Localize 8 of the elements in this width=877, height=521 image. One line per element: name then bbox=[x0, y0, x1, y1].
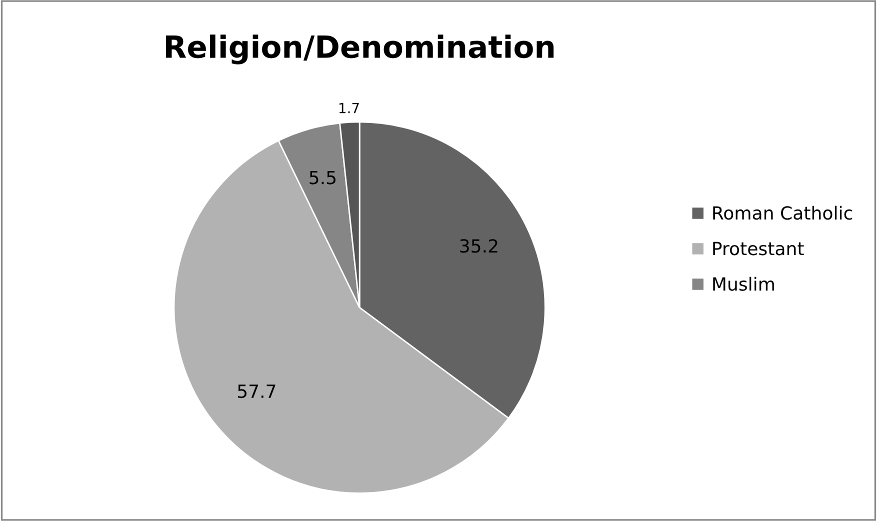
data-label: 35.2 bbox=[460, 239, 498, 253]
legend-label: Protestant bbox=[713, 242, 804, 256]
data-label: 5.5 bbox=[310, 170, 336, 184]
legend-label: Muslim bbox=[713, 276, 774, 291]
chart-title: Religion/Denomination bbox=[166, 34, 554, 64]
data-label: 57.7 bbox=[238, 384, 276, 398]
data-label: 1.7 bbox=[339, 102, 359, 114]
legend-label: Roman Catholic bbox=[713, 206, 852, 220]
